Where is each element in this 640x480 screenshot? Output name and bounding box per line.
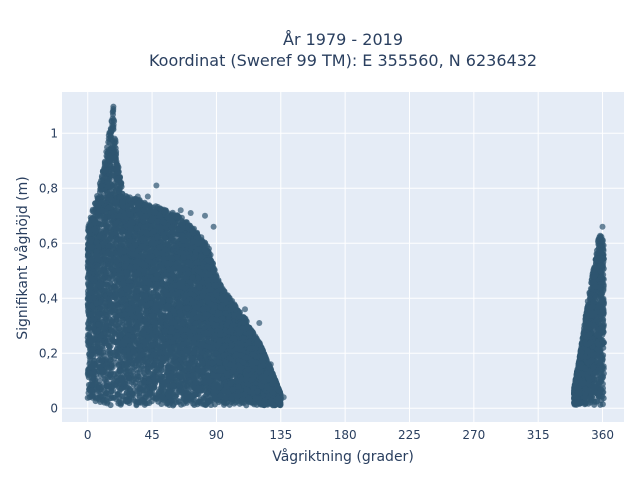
grid-lines — [62, 92, 624, 422]
data-points — [84, 103, 607, 409]
